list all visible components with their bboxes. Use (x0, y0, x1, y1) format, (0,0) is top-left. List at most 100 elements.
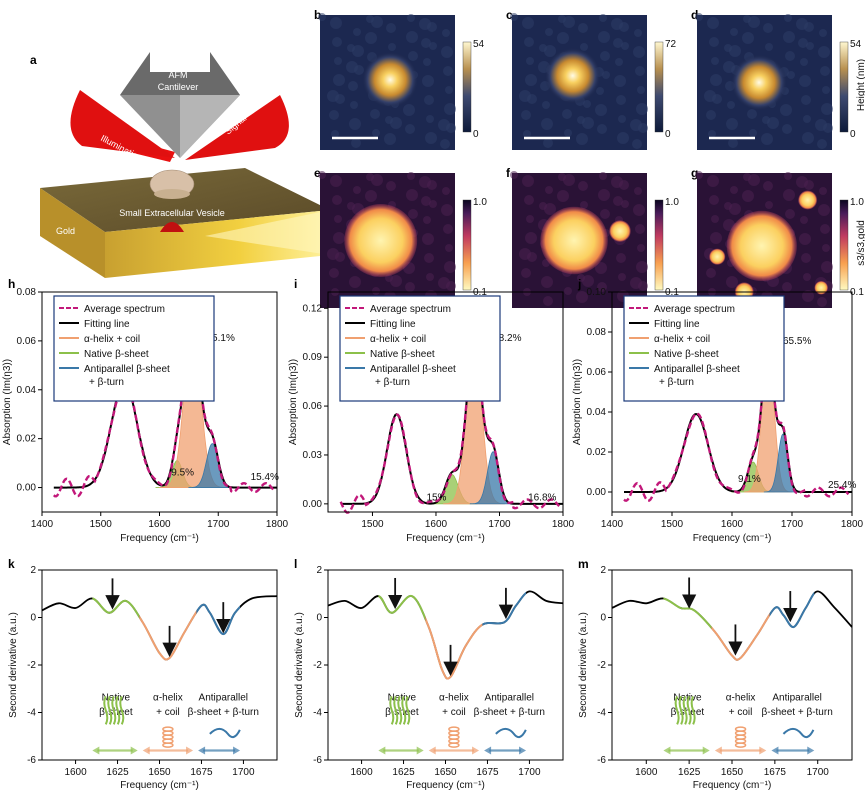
x-tick-label: 1625 (678, 767, 701, 778)
legend-entry: + β-turn (89, 377, 124, 388)
map-texture (523, 130, 531, 138)
map-texture (318, 13, 326, 21)
colorbar-max: 1.0 (665, 197, 679, 208)
axes-frame (327, 569, 564, 761)
x-tick-label: 1625 (106, 767, 129, 778)
map-texture (726, 118, 738, 130)
map-texture (613, 38, 623, 48)
map-texture (710, 232, 722, 244)
map-texture (386, 181, 396, 191)
map-texture (784, 172, 792, 180)
y-tick-label: 2 (30, 565, 36, 576)
panel-label-b: b (314, 8, 321, 22)
range-arrow-head (416, 746, 424, 755)
legend-entry: α-helix + coil (370, 334, 426, 345)
map-texture (815, 119, 827, 131)
map-texture (801, 253, 811, 263)
map-texture (822, 244, 830, 252)
map-texture (407, 172, 415, 180)
beta-sheet-icon (401, 695, 407, 725)
map-texture (351, 138, 361, 148)
map-texture (803, 115, 811, 123)
map-texture (372, 129, 380, 137)
y-tick-label: 0.02 (17, 434, 37, 445)
map-texture (707, 17, 719, 29)
derivative-curve (41, 595, 278, 661)
map-texture (747, 109, 757, 119)
average-spectrum (52, 328, 275, 498)
map-texture (710, 74, 722, 86)
map-texture (438, 119, 450, 131)
map-texture (429, 42, 437, 50)
map-texture (525, 74, 537, 86)
map-texture (633, 204, 645, 216)
map-texture (426, 273, 434, 281)
y-tick-label: 0.06 (303, 401, 323, 412)
axes-frame (611, 569, 853, 761)
legend-entry: Average spectrum (84, 304, 165, 315)
map-texture (630, 277, 642, 289)
map-texture (762, 116, 770, 124)
y-tick-label: 2 (316, 565, 322, 576)
alpha-helix-icon (734, 742, 747, 748)
colorbar (462, 41, 472, 133)
range-arrow-head (663, 746, 671, 755)
map-texture (634, 29, 642, 37)
map-texture (510, 171, 518, 179)
derivative-curve (611, 590, 853, 661)
map-texture (595, 262, 607, 274)
beta-sheet-icon (690, 695, 696, 725)
map-texture (602, 71, 610, 79)
map-texture (576, 291, 588, 303)
map-texture (803, 273, 811, 281)
map-texture (784, 14, 792, 22)
percentage-helix: 68.2% (493, 333, 521, 344)
map-texture (635, 224, 645, 234)
y-tick-label: 2 (600, 565, 606, 576)
map-texture (818, 204, 830, 216)
beta-turn-icon (209, 727, 241, 739)
map-texture (621, 200, 629, 208)
legend: Average spectrum Fitting line α-helix + co… (53, 295, 215, 402)
y-tick-label: 0.09 (303, 352, 323, 363)
map-texture (634, 187, 642, 195)
map-texture (618, 273, 626, 281)
map-texture (782, 282, 792, 292)
map-texture (334, 57, 342, 65)
legend-entry: Native β-sheet (84, 349, 149, 360)
vesicle-blob (726, 210, 797, 281)
percentage-native: 9.5% (171, 467, 194, 478)
range-arrow-head (472, 746, 480, 755)
map-texture (334, 215, 342, 223)
map-texture (820, 224, 830, 234)
x-tick-label: 1800 (841, 519, 864, 530)
map-texture (385, 116, 393, 124)
map-texture (711, 215, 719, 223)
region-label-native: β-sheet (99, 707, 133, 718)
map-texture (564, 287, 572, 295)
y-tick-label: -6 (313, 755, 322, 766)
map-texture (783, 31, 795, 43)
map-texture (802, 132, 814, 144)
x-tick-label: 1625 (392, 767, 415, 778)
map-texture (820, 66, 830, 76)
map-texture (616, 253, 626, 263)
map-texture (332, 195, 342, 205)
beta-sheet-icon (393, 695, 399, 725)
map-texture (333, 232, 345, 244)
range-arrow-head (484, 746, 492, 755)
map-panel-g: g 1.0 0.1 s3/s3,gold (691, 166, 865, 308)
map-texture (441, 46, 453, 58)
map-texture (526, 215, 534, 223)
map-texture (577, 274, 585, 282)
map-texture (763, 23, 773, 33)
x-tick-label: 1650 (721, 767, 744, 778)
y-tick-label: 0.04 (587, 407, 607, 418)
map-texture (801, 95, 811, 105)
map-texture (423, 58, 431, 66)
cantilever-label-line1: AFM (169, 70, 188, 80)
x-tick-label: 1400 (31, 519, 54, 530)
map-texture (542, 101, 550, 109)
map-texture (743, 173, 751, 181)
map-texture (763, 181, 773, 191)
